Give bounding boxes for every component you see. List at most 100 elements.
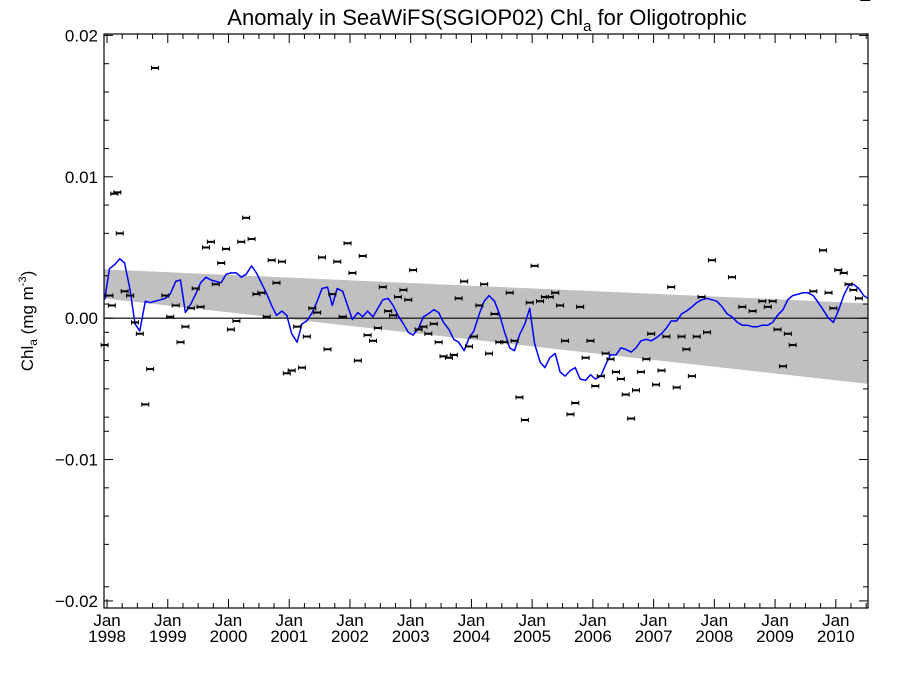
x-tick-year: 2005	[513, 627, 551, 646]
data-point	[627, 416, 636, 421]
smoothed-series-line	[103, 258, 869, 382]
ylabel-units: (mg m	[18, 286, 37, 339]
data-point	[703, 330, 712, 335]
data-point	[196, 304, 205, 310]
data-point	[621, 392, 630, 397]
x-tick-month: Jan	[154, 611, 181, 630]
data-point	[363, 332, 372, 338]
data-point	[530, 263, 539, 269]
data-point	[328, 291, 337, 297]
x-tick-year: 2006	[574, 627, 612, 646]
data-point	[819, 248, 828, 253]
x-tick-month: Jan	[397, 611, 424, 630]
x-axis-ticks: Jan1998Jan1999Jan2000Jan2001Jan2002Jan20…	[88, 34, 867, 646]
data-point	[642, 356, 651, 362]
data-point	[748, 308, 757, 314]
data-point	[186, 306, 195, 311]
data-point	[606, 356, 615, 362]
smoothed-anomaly-line	[103, 258, 869, 382]
data-point	[515, 395, 524, 400]
data-point	[824, 290, 833, 295]
data-point	[135, 331, 144, 336]
data-point	[475, 303, 484, 308]
data-point	[308, 306, 317, 311]
data-point	[566, 412, 575, 417]
data-point	[323, 347, 332, 352]
x-tick-year: 2002	[331, 627, 369, 646]
x-tick-year: 2009	[756, 627, 794, 646]
data-point	[596, 373, 605, 379]
data-point	[151, 65, 160, 71]
title-subscript: a	[583, 18, 592, 35]
data-point	[100, 342, 109, 348]
data-point	[788, 342, 797, 348]
data-point	[844, 282, 853, 287]
data-point	[202, 245, 211, 250]
data-point	[113, 190, 122, 195]
data-point	[672, 385, 681, 390]
data-point	[560, 338, 569, 343]
x-tick-year: 1998	[88, 627, 126, 646]
data-point	[384, 308, 393, 314]
data-point	[460, 279, 469, 284]
data-point	[211, 282, 220, 287]
data-point	[105, 293, 114, 298]
data-point	[536, 299, 545, 304]
data-point	[262, 314, 271, 319]
data-point	[576, 304, 585, 310]
data-point	[358, 253, 367, 259]
data-point	[469, 334, 478, 339]
data-point	[652, 382, 661, 387]
x-tick-month: Jan	[215, 611, 242, 630]
data-point	[444, 355, 453, 360]
ylabel-subscript: a	[26, 339, 40, 346]
data-point	[429, 321, 438, 327]
data-point	[414, 327, 423, 332]
y-tick-label: 0.02	[65, 26, 98, 45]
data-point	[166, 314, 175, 319]
x-tick-month: Jan	[701, 611, 728, 630]
data-point	[267, 258, 276, 263]
x-tick-month: Jan	[336, 611, 363, 630]
data-point	[834, 267, 843, 273]
data-point	[222, 246, 231, 252]
data-point	[353, 358, 362, 363]
data-point	[404, 297, 413, 302]
data-point	[206, 239, 215, 245]
ylabel-end: )	[18, 271, 37, 277]
x-tick-year: 2001	[270, 627, 308, 646]
x-tick-year: 2010	[817, 627, 855, 646]
data-point	[829, 306, 838, 311]
y-tick-label: −0.02	[55, 592, 98, 611]
y-axis-title: Chla (mg m-3)	[17, 271, 40, 372]
x-tick-month: Jan	[822, 611, 849, 630]
x-tick-year: 2008	[695, 627, 733, 646]
data-point	[343, 241, 352, 246]
x-tick-year: 1999	[149, 627, 187, 646]
y-axis-ticks: −0.02 −0.01 0.00 0.01 0.02	[55, 26, 868, 611]
data-point	[130, 320, 139, 325]
x-tick-month: Jan	[579, 611, 606, 630]
data-point	[849, 287, 858, 293]
data-point	[571, 400, 580, 406]
data-point	[586, 338, 595, 343]
trend-confidence-band	[104, 269, 868, 384]
data-point	[707, 258, 716, 263]
data-point	[545, 294, 554, 300]
data-point	[378, 284, 387, 290]
data-point	[171, 303, 180, 308]
data-point	[677, 334, 686, 339]
data-point	[480, 282, 489, 287]
data-point	[287, 368, 296, 373]
y-tick-label: 0.00	[65, 309, 98, 328]
data-point	[237, 239, 246, 245]
data-point	[277, 259, 286, 264]
data-point	[191, 286, 200, 291]
data-point	[490, 311, 499, 317]
data-point	[520, 417, 529, 423]
data-point	[282, 371, 291, 376]
data-point	[449, 352, 458, 358]
data-point	[763, 304, 772, 310]
x-tick-year: 2004	[453, 627, 491, 646]
